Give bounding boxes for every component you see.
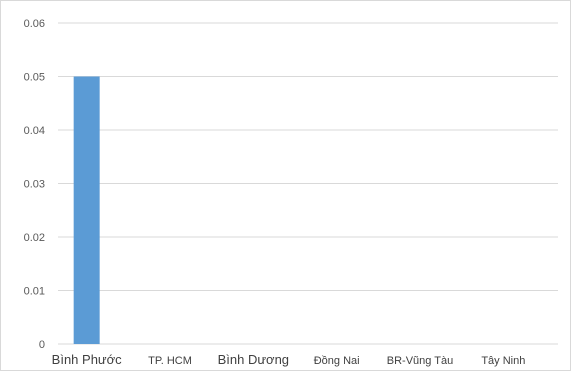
bars [73,76,100,344]
y-tick-label: 0.06 [24,18,45,30]
y-axis-ticks: 0 0.01 0.02 0.03 0.04 0.05 0.06 [24,18,45,351]
x-tick-label: Bình Phước [52,352,122,367]
x-tick-label: BR-Vũng Tàu [387,355,453,367]
x-tick-label: Tây Ninh [481,355,525,367]
x-tick-label: TP. HCM [148,355,192,367]
bar [73,76,100,344]
y-tick-label: 0 [39,339,45,351]
y-tick-label: 0.01 [24,286,45,298]
y-tick-label: 0.05 [24,72,45,84]
x-axis-labels: Bình Phước TP. HCM Bình Dương Đồng Nai BR-Vũ… [52,352,526,367]
y-tick-label: 0.04 [24,125,45,137]
gridlines [58,22,558,345]
x-tick-label: Bình Dương [218,352,289,367]
y-tick-label: 0.02 [24,232,45,244]
y-tick-label: 0.03 [24,179,45,191]
x-tick-label: Đồng Nai [314,355,360,367]
